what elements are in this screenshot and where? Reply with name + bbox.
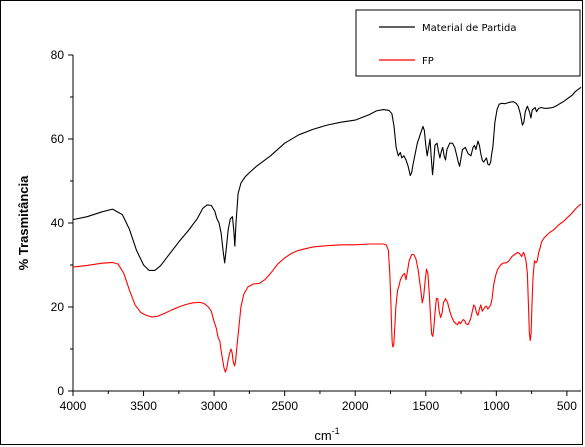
plot-area <box>72 86 582 373</box>
series-line-fp <box>72 203 582 373</box>
y-tick-label: 0 <box>57 384 64 398</box>
y-tick-label: 80 <box>51 48 65 62</box>
x-tick-label: 2500 <box>271 399 298 413</box>
y-tick-label: 20 <box>51 300 65 314</box>
x-tick-label: 2000 <box>342 399 369 413</box>
x-axis-title-unit: cm <box>314 428 331 443</box>
legend-label-material-de-partida: Material de Partida <box>422 23 516 34</box>
axes <box>72 55 581 392</box>
x-tick-label: 4000 <box>60 399 87 413</box>
y-tick-label: 60 <box>51 132 65 146</box>
x-tick-label: 3000 <box>201 399 228 413</box>
legend-box <box>355 9 581 77</box>
x-tick-label: 500 <box>557 399 577 413</box>
y-axis-title: % Trasmitância <box>16 175 31 270</box>
x-axis-title: cm-1 <box>314 426 339 443</box>
x-tick-label: 1000 <box>483 399 510 413</box>
axis-ticks: 4000 3500 3000 2500 2000 1500 1000 500 0 20 40 60 80 <box>51 48 578 413</box>
y-tick-label: 40 <box>51 216 65 230</box>
x-tick-label: 1500 <box>412 399 439 413</box>
legend-label-fp: FP <box>422 56 434 67</box>
x-tick-label: 3500 <box>130 399 157 413</box>
legend: Material de Partida FP <box>355 9 581 77</box>
x-axis-title-exponent: -1 <box>332 426 340 436</box>
series-line-material-de-partida <box>72 86 582 272</box>
